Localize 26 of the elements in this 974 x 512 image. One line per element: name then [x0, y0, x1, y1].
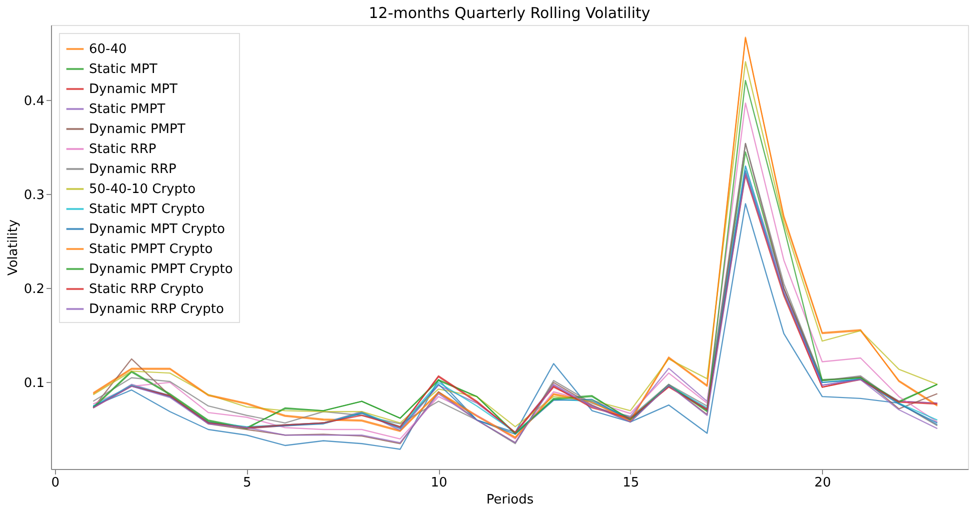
- y-tick-label: 0.3: [24, 188, 44, 203]
- legend-label: Dynamic MPT Crypto: [89, 222, 226, 237]
- legend-label: Static PMPT Crypto: [89, 242, 213, 257]
- chart-title: 12-months Quarterly Rolling Volatility: [368, 4, 650, 22]
- legend-label: Dynamic PMPT Crypto: [89, 262, 233, 277]
- legend-label: Static MPT Crypto: [89, 202, 205, 217]
- legend-label: 60-40: [89, 42, 127, 57]
- legend-label: Static RRP: [89, 142, 156, 157]
- x-tick-label: 5: [243, 476, 252, 490]
- y-tick-label: 0.1: [24, 376, 44, 391]
- legend-label: Dynamic RRP: [89, 162, 177, 177]
- x-tick-label: 15: [622, 476, 640, 490]
- y-tick-label: 0.4: [24, 94, 44, 109]
- legend-label: Dynamic RRP Crypto: [89, 302, 224, 317]
- legend-label: Dynamic PMPT: [89, 122, 186, 137]
- y-tick-label: 0.2: [24, 282, 44, 297]
- x-axis-title: Periods: [486, 492, 534, 508]
- legend-label: Static PMPT: [89, 102, 166, 117]
- x-tick-label: 0: [51, 476, 60, 490]
- legend-label: 50-40-10 Crypto: [89, 182, 196, 197]
- x-tick-label: 20: [814, 476, 831, 490]
- y-axis-title: Volatility: [6, 219, 21, 276]
- x-tick-label: 10: [430, 476, 448, 490]
- legend-label: Dynamic MPT: [89, 82, 178, 97]
- legend-label: Static RRP Crypto: [89, 282, 204, 297]
- legend-label: Static MPT: [89, 62, 158, 77]
